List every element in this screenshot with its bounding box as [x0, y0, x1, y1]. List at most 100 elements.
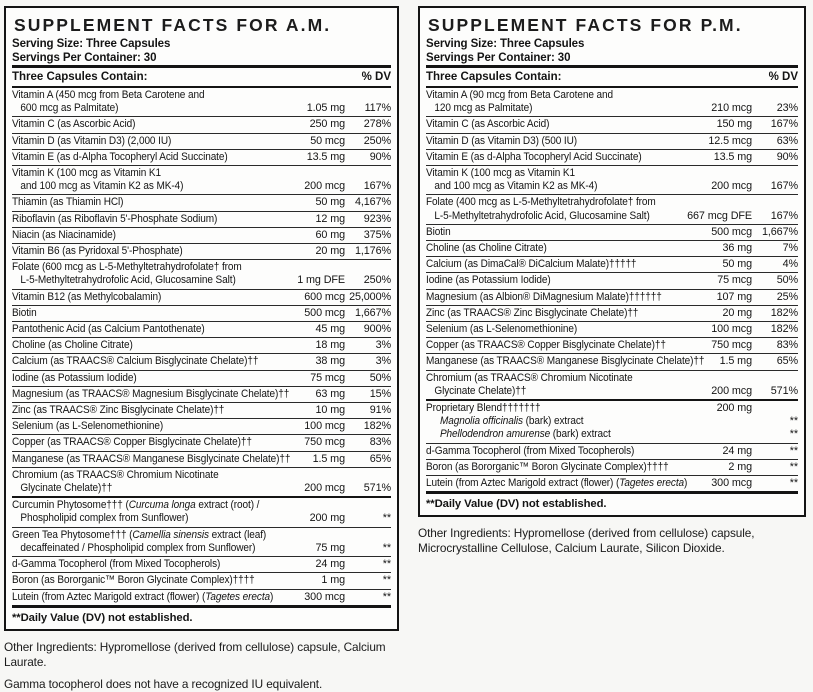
ingredient-dv: 7% — [782, 242, 799, 255]
ingredient-line: Vitamin C (as Ascorbic Acid) 150 mg 167% — [426, 118, 798, 131]
ingredient-rows: Vitamin A (450 mcg from Beta Carotene an… — [12, 88, 391, 605]
ingredient-name: Phellodendron amurense (bark) extract — [439, 428, 611, 441]
ingredient-name: and 100 mcg as Vitamin K2 as MK-4) — [434, 180, 598, 193]
ingredient-line: Curcumin Phytosome††† (Curcuma longa ext… — [12, 499, 391, 512]
ingredient-name: Magnesium (as TRAACS® Magnesium Bisglyci… — [12, 387, 290, 400]
ingredient-amount: 38 mg — [315, 355, 345, 368]
table-row: Boron (as Bororganic™ Boron Glycinate Co… — [426, 458, 798, 475]
ingredient-amount: 750 mcg — [711, 339, 752, 352]
ingredient-name: Riboflavin (as Riboflavin 5'-Phosphate S… — [12, 212, 218, 225]
table-header: Three Capsules Contain: % DV — [426, 65, 798, 88]
ingredient-amount: 200 mcg — [304, 482, 345, 495]
ingredient-dv: 278% — [363, 118, 391, 131]
ingredient-line: Selenium (as L-Selenomethionine) 100 mcg 1… — [426, 323, 798, 336]
ingredient-name: Calcium (as TRAACS® Calcium Bisglycinate… — [12, 355, 259, 368]
ingredient-line: Calcium (as DimaCal® DiCalcium Malate)††… — [426, 258, 798, 271]
ingredient-amount: 18 mg — [315, 339, 345, 352]
table-row: Calcium (as TRAACS® Calcium Bisglycinate… — [12, 353, 391, 369]
ingredient-line: Choline (as Choline Citrate) 36 mg 7% — [426, 242, 798, 255]
table-row: Vitamin C (as Ascorbic Acid) 250 mg 278% — [12, 116, 391, 132]
ingredient-amount: 1 mg DFE — [297, 274, 345, 287]
ingredient-name: Pantothenic Acid (as Calcium Pantothenat… — [12, 323, 205, 336]
table-row: Proprietary Blend††††††† 200 mg Magnolia o… — [426, 399, 798, 443]
table-row: Curcumin Phytosome††† (Curcuma longa ext… — [12, 496, 391, 526]
ingredient-dv: 83% — [776, 339, 798, 352]
other-ingredients-note: Other Ingredients: Hypromellose (derived… — [418, 526, 755, 556]
table-row: Vitamin B12 (as Methylcobalamin) 600 mcg 2… — [12, 288, 391, 305]
facts-box-am: SUPPLEMENT FACTS FOR A.M. Serving Size: … — [4, 6, 399, 631]
table-row: Choline (as Choline Citrate) 18 mg 3% — [12, 337, 391, 353]
ingredient-line: Boron (as Bororganic™ Boron Glycinate Co… — [12, 574, 391, 587]
ingredient-line: Zinc (as TRAACS® Zinc Bisglycinate Chela… — [12, 404, 391, 417]
servings-per-container: Servings Per Container: 30 — [12, 52, 157, 64]
ingredient-amount: 20 mg — [315, 245, 345, 258]
table-row: Folate (400 mcg as L-5-Methyltetrahydrof… — [426, 194, 798, 223]
ingredient-dv: 50% — [776, 274, 798, 287]
ingredient-name: Vitamin A (90 mcg from Beta Carotene and — [426, 89, 613, 101]
ingredient-amount: 1 mg — [321, 574, 345, 587]
ingredient-name: Folate (600 mcg as L-5-Methyltetrahydrof… — [12, 261, 242, 274]
dv-label: % DV — [768, 71, 798, 83]
ingredient-amount: 200 mcg — [711, 180, 752, 193]
ingredient-dv: 90% — [776, 150, 798, 163]
ingredient-name: Phospholipid complex from Sunflower) — [20, 512, 189, 525]
ingredient-amount: 107 mg — [716, 290, 753, 303]
ingredient-amount: 10 mg — [315, 404, 345, 417]
ingredient-name: Calcium (as DimaCal® DiCalcium Malate)††… — [426, 258, 637, 271]
ingredient-dv: 23% — [776, 102, 798, 115]
ingredient-amount: 150 mg — [716, 118, 753, 131]
ingredient-name: 120 mcg as Palmitate) — [434, 102, 533, 115]
ingredient-line: 600 mcg as Palmitate) 1.05 mg 117% — [12, 102, 391, 115]
ingredient-name: Zinc (as TRAACS® Zinc Bisglycinate Chela… — [12, 404, 225, 417]
ingredient-amount: 24 mg — [722, 444, 752, 457]
ingredient-line: Iodine (as Potassium Iodide) 75 mcg 50% — [426, 274, 798, 287]
ingredient-amount: 100 mcg — [304, 420, 345, 433]
ingredient-name: Vitamin E (as d-Alpha Tocopheryl Acid Su… — [426, 150, 642, 163]
ingredient-dv: 571% — [363, 482, 391, 495]
ingredient-dv: ** — [382, 574, 391, 587]
table-row: Lutein (from Aztec Marigold extract (flo… — [426, 475, 798, 491]
table-row: Biotin 500 mcg 1,667% — [12, 304, 391, 321]
ingredient-line: Chromium (as TRAACS® Chromium Nicotinate — [12, 469, 391, 482]
table-row: Pantothenic Acid (as Calcium Pantothenat… — [12, 321, 391, 337]
ingredient-dv: 15% — [369, 387, 391, 400]
ingredient-dv: 65% — [369, 452, 391, 465]
ingredient-line: Vitamin D (as Vitamin D3) (2,000 IU) 50 m… — [12, 135, 391, 148]
ingredient-name: Vitamin D (as Vitamin D3) (500 IU) — [426, 134, 578, 147]
ingredient-dv: 923% — [363, 212, 391, 225]
table-row: Selenium (as L-Selenomethionine) 100 mcg 1… — [12, 418, 391, 434]
ingredient-line: Biotin 500 mcg 1,667% — [426, 226, 798, 239]
ingredient-amount: 667 mcg DFE — [687, 209, 752, 222]
ingredient-dv: 167% — [770, 118, 798, 131]
ingredient-name: Magnolia officinalis (bark) extract — [439, 415, 584, 428]
table-row: Lutein (from Aztec Marigold extract (flo… — [12, 588, 391, 605]
ingredient-dv: 182% — [770, 306, 798, 319]
ingredient-dv: 571% — [770, 384, 798, 397]
ingredient-amount: 1.5 mg — [719, 355, 753, 368]
ingredient-line: Manganese (as TRAACS® Manganese Bisglyci… — [426, 355, 798, 368]
ingredient-name: d-Gamma Tocopherol (from Mixed Tocophero… — [426, 444, 635, 457]
ingredient-line: d-Gamma Tocopherol (from Mixed Tocophero… — [426, 445, 798, 458]
table-row: Vitamin E (as d-Alpha Tocopheryl Acid Su… — [426, 148, 798, 165]
ingredient-amount: 300 mcg — [711, 477, 752, 490]
ingredient-dv: 3% — [375, 355, 392, 368]
ingredient-dv: 167% — [363, 180, 391, 193]
ingredient-name: Biotin — [426, 225, 451, 238]
table-row: Boron (as Bororganic™ Boron Glycinate Co… — [12, 572, 391, 588]
ingredient-dv: 1,667% — [761, 225, 798, 238]
ingredient-line: Manganese (as TRAACS® Manganese Bisglyci… — [12, 453, 391, 466]
ingredient-amount: 500 mcg — [304, 306, 345, 319]
table-row: Vitamin K (100 mcg as Vitamin K1 and 100 … — [426, 165, 798, 194]
table-row: Thiamin (as Thiamin HCl) 50 mg 4,167% — [12, 194, 391, 210]
table-row: Riboflavin (as Riboflavin 5'-Phosphate S… — [12, 210, 391, 227]
dv-label: % DV — [361, 71, 391, 83]
ingredient-line: Proprietary Blend††††††† 200 mg — [426, 402, 798, 415]
ingredient-amount: 75 mcg — [310, 371, 345, 384]
ingredient-name: d-Gamma Tocopherol (from Mixed Tocophero… — [12, 558, 221, 571]
ingredient-dv: ** — [789, 444, 798, 457]
ingredient-line: Green Tea Phytosome††† (Camellia sinensi… — [12, 529, 391, 542]
ingredient-amount: 100 mcg — [711, 323, 752, 336]
ingredient-amount: 75 mcg — [717, 274, 752, 287]
ingredient-line: and 100 mcg as Vitamin K2 as MK-4) 200 mc… — [426, 180, 798, 193]
ingredient-line: Biotin 500 mcg 1,667% — [12, 307, 391, 320]
